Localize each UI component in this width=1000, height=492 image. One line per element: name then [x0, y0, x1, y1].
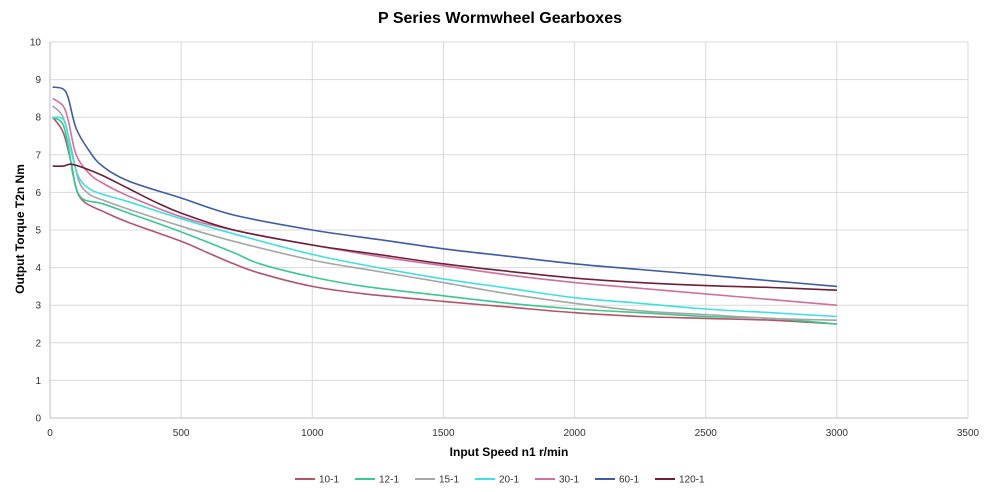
x-tick-label: 0 [47, 428, 53, 439]
y-tick-label: 9 [35, 75, 41, 86]
y-tick-label: 6 [35, 188, 41, 199]
x-tick-label: 1000 [301, 428, 324, 439]
grid [49, 41, 969, 419]
legend: 10-1 12-1 15-1 20-1 30-1 60-1 120-1 [295, 475, 705, 486]
series-line-12-1 [52, 116, 837, 325]
legend-label: 12-1 [379, 475, 399, 486]
legend-label: 60-1 [619, 475, 639, 486]
x-tick-label: 1500 [432, 428, 455, 439]
y-tick-label: 5 [35, 226, 41, 237]
y-axis-title: Output Torque T2n Nm [13, 164, 27, 294]
legend-label: 120-1 [679, 475, 705, 486]
legend-label: 15-1 [439, 475, 459, 486]
chart-title: P Series Wormwheel Gearboxes [378, 10, 622, 27]
x-tick-label: 3000 [826, 428, 849, 439]
axes: 0 1 2 3 4 5 6 7 8 9 10 0 500 1000 1500 2000 2500 3000 3500 [30, 38, 980, 440]
y-tick-label: 8 [35, 113, 41, 124]
y-tick-label: 1 [35, 376, 41, 387]
series-line-15-1 [52, 105, 837, 321]
y-tick-label: 7 [35, 150, 41, 161]
y-tick-label: 10 [30, 38, 42, 49]
y-tick-label: 2 [35, 338, 41, 349]
x-axis-title: Input Speed n1 r/min [450, 445, 569, 459]
series-line-30-1 [52, 97, 837, 306]
series-lines [51, 86, 837, 325]
legend-label: 20-1 [499, 475, 519, 486]
x-tick-label: 2500 [695, 428, 718, 439]
x-tick-label: 500 [173, 428, 190, 439]
x-tick-label: 2000 [563, 428, 586, 439]
legend-label: 30-1 [559, 475, 579, 486]
series-line-60-1 [52, 86, 837, 288]
x-tick-label: 3500 [957, 428, 980, 439]
y-tick-label: 0 [35, 414, 41, 425]
legend-label: 10-1 [319, 475, 339, 486]
y-tick-label: 4 [35, 263, 41, 274]
series-line-10-1 [51, 116, 837, 325]
series-line-120-1 [52, 163, 837, 291]
y-tick-label: 3 [35, 301, 41, 312]
series-line-20-1 [52, 116, 837, 318]
